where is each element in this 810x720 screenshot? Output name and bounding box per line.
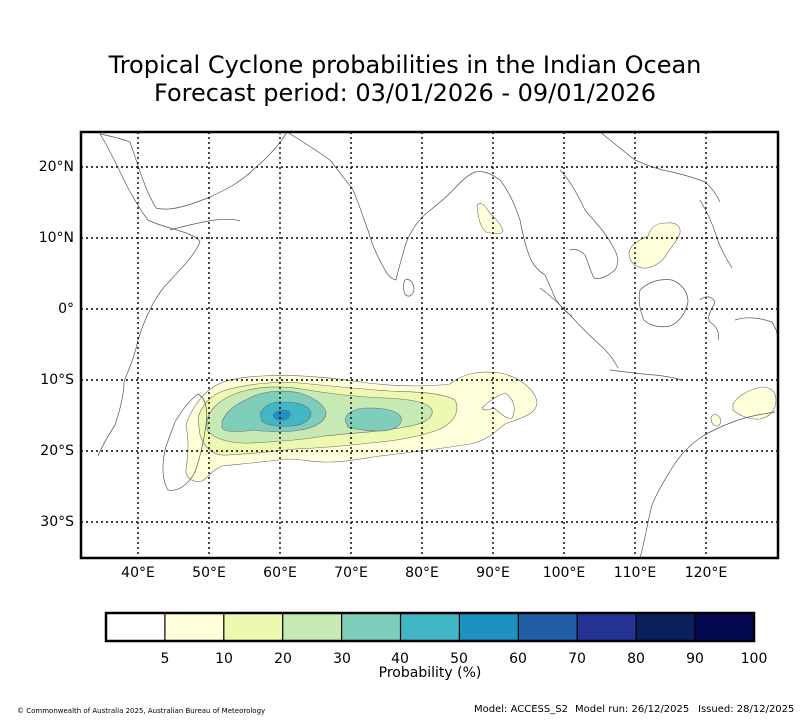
chart-title-line1: Tropical Cyclone probabilities in the In… (108, 51, 702, 79)
lat-label-20s: 20°S (40, 443, 74, 459)
colorbar-frame (104, 611, 756, 643)
lat-label-20n: 20°N (38, 159, 74, 175)
colorbar-tick-20: 20 (274, 651, 292, 667)
coast-new-guinea (734, 317, 778, 341)
colorbar-dividers (164, 613, 696, 641)
coast-philippines (699, 199, 733, 269)
graticule (81, 132, 778, 558)
lon-label-40e: 40°E (121, 565, 155, 581)
colorbar-label: Probability (%) (378, 665, 482, 681)
coast-australia (639, 411, 776, 558)
colorbar-box-6 (459, 613, 519, 641)
coast-borneo (638, 279, 689, 328)
lon-label-70e: 70°E (334, 565, 368, 581)
lat-label-10s: 10°S (40, 372, 74, 388)
prob-5-small (710, 414, 722, 427)
lat-label-equator: 0° (58, 301, 74, 317)
colorbar-box-1 (164, 613, 224, 641)
colorbar-tick-10: 10 (215, 651, 233, 667)
colorbar-box-5 (400, 613, 460, 641)
lon-label-120e: 120°E (684, 565, 728, 581)
coast-africa-arabia (97, 133, 201, 457)
colorbar-box-8 (577, 613, 637, 641)
coast-sulawesi (699, 296, 719, 341)
prob-5-timor-sea (732, 386, 777, 420)
colorbar-tick-30: 30 (333, 651, 351, 667)
colorbar-box-7 (518, 613, 578, 641)
colorbar-tick-80: 80 (627, 651, 645, 667)
coast-indochina (559, 169, 619, 279)
map-frame (79, 130, 780, 560)
probability-shading (185, 203, 777, 482)
colorbar-tick-5: 5 (160, 651, 170, 667)
issued-date: Issued: 28/12/2025 (698, 704, 795, 715)
coast-sumatra (539, 287, 619, 369)
lon-label-110e: 110°E (613, 565, 657, 581)
lon-label-100e: 100°E (542, 565, 586, 581)
coast-india-east (395, 171, 501, 281)
colorbar (104, 611, 756, 643)
prob-5-bay-of-bengal (476, 203, 504, 235)
copyright-notice: © Commonwealth of Australia 2025, Austra… (17, 707, 266, 715)
lon-label-50e: 50°E (192, 565, 226, 581)
coast-java (609, 369, 683, 381)
lon-label-80e: 80°E (405, 565, 439, 581)
coast-sri-lanka (403, 279, 415, 297)
coastlines (97, 132, 778, 558)
coast-arabia-persian-gulf (99, 132, 288, 210)
colorbar-box-9 (636, 613, 695, 641)
coast-madagascar (162, 393, 208, 491)
lat-label-10n: 10°N (38, 230, 74, 246)
colorbar-tick-50: 50 (450, 651, 468, 667)
coast-india-west (286, 132, 397, 281)
coast-gulf-of-aden (169, 218, 241, 231)
colorbar-tick-100: 100 (740, 651, 768, 667)
chart-title-line2: Forecast period: 03/01/2026 - 09/01/2026 (154, 79, 656, 107)
prob-50-core (272, 409, 291, 421)
colorbar-box-0 (106, 613, 165, 641)
lon-label-90e: 90°E (476, 565, 510, 581)
prob-30-east (344, 407, 402, 432)
coast-burma (499, 179, 546, 276)
coast-china (599, 132, 721, 203)
coast-malay-peninsula (544, 274, 573, 317)
lat-label-30s: 30°S (40, 514, 74, 530)
colorbar-tick-40: 40 (391, 651, 409, 667)
colorbar-box-4 (341, 613, 401, 641)
colorbar-tick-90: 90 (686, 651, 704, 667)
lon-label-60e: 60°E (263, 565, 297, 581)
colorbar-tick-70: 70 (568, 651, 586, 667)
colorbar-box-2 (223, 613, 283, 641)
prob-5-south-china-sea (628, 222, 681, 269)
colorbar-tick-60: 60 (509, 651, 527, 667)
colorbar-box-10 (695, 613, 754, 641)
model-run-date: Model run: 26/12/2025 (575, 704, 690, 715)
prob-5-hole (481, 392, 515, 419)
colorbar-box-3 (282, 613, 342, 641)
model-name: Model: ACCESS_S2 (474, 704, 568, 715)
